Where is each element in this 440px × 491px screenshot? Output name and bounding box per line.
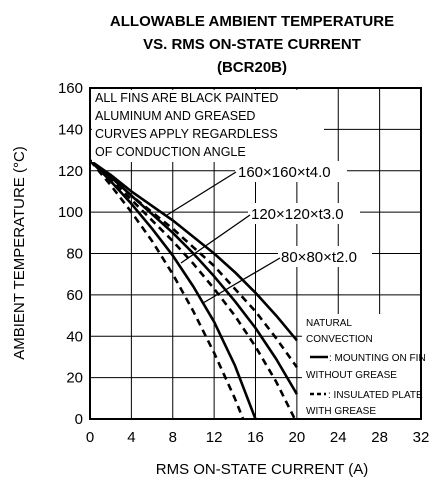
x-tick-labels: 0 4 8 12 16 20 24 28 32 xyxy=(86,429,430,446)
note: ALL FINS ARE BLACK PAINTED ALUMINUM AND … xyxy=(95,91,278,159)
curves xyxy=(89,159,299,420)
x-tick-label-3: 12 xyxy=(206,429,223,446)
label-mask-160 xyxy=(235,161,347,182)
note-line-4: OF CONDUCTION ANGLE xyxy=(95,145,246,159)
x-tick-label-1: 4 xyxy=(127,429,135,446)
label-masks xyxy=(92,90,420,418)
label-mask-80 xyxy=(278,246,372,267)
x-tick-label-5: 20 xyxy=(289,429,306,446)
y-tick-label-2: 40 xyxy=(66,328,83,345)
y-tick-label-3: 60 xyxy=(66,287,83,304)
y-tick-label-5: 100 xyxy=(58,204,83,221)
chart-title-line-2: VS. RMS ON-STATE CURRENT xyxy=(143,36,361,53)
x-tick-label-7: 28 xyxy=(371,429,388,446)
note-line-1: ALL FINS ARE BLACK PAINTED xyxy=(95,91,278,105)
legend-line-2: CONVECTION xyxy=(306,334,373,345)
label-mask-120 xyxy=(248,203,360,224)
leader-line-160 xyxy=(166,171,237,216)
y-tick-label-7: 140 xyxy=(58,121,83,138)
y-tick-labels: 0 20 40 60 80 100 120 140 160 xyxy=(58,80,83,428)
legend-mask xyxy=(302,314,420,418)
x-tick-label-6: 24 xyxy=(330,429,347,446)
x-tick-label-2: 8 xyxy=(169,429,177,446)
y-tick-label-0: 0 xyxy=(75,411,83,428)
legend-line-5: : INSULATED PLATE xyxy=(328,390,423,401)
series-0-solid xyxy=(89,159,298,342)
y-tick-label-8: 160 xyxy=(58,80,83,97)
curve-label-160: 160×160×t4.0 xyxy=(238,164,331,181)
note-line-3: CURVES APPLY REGARDLESS xyxy=(95,127,278,141)
series-2-solid xyxy=(89,159,299,395)
chart-title-line-3: (BCR20B) xyxy=(217,59,287,76)
series-3-dashed xyxy=(89,159,296,420)
x-axis-label: RMS ON-STATE CURRENT (A) xyxy=(156,461,369,478)
curve-label-80: 80×80×t2.0 xyxy=(281,249,357,266)
x-tick-label-8: 32 xyxy=(413,429,430,446)
leader-line-80 xyxy=(202,257,281,304)
plot-frame xyxy=(89,87,422,420)
curve-label-120: 120×120×t3.0 xyxy=(251,206,344,223)
y-tick-label-1: 20 xyxy=(66,370,83,387)
leader-lines xyxy=(166,171,281,304)
y-tick-label-4: 80 xyxy=(66,246,83,263)
legend-line-4: WITHOUT GREASE xyxy=(306,370,397,381)
chart-title-line-1: ALLOWABLE AMBIENT TEMPERATURE xyxy=(110,13,394,30)
series-5-dashed xyxy=(89,159,245,420)
note-mask xyxy=(92,90,324,162)
x-tick-label-0: 0 xyxy=(86,429,94,446)
series-1-dashed xyxy=(89,159,298,369)
x-tick-label-4: 16 xyxy=(247,429,264,446)
legend-line-6: WITH GREASE xyxy=(306,406,376,417)
y-tick-label-6: 120 xyxy=(58,163,83,180)
leader-line-120 xyxy=(180,214,251,264)
note-line-2: ALUMINUM AND GREASED xyxy=(95,109,255,123)
legend-line-3: : MOUNTING ON FIN xyxy=(329,353,426,364)
y-axis-label: AMBIENT TEMPERATURE (°C) xyxy=(11,146,28,360)
series-4-solid xyxy=(89,159,257,420)
legend-line-1: NATURAL xyxy=(306,318,352,329)
legend: NATURAL CONVECTION : MOUNTING ON FIN WIT… xyxy=(306,318,426,417)
